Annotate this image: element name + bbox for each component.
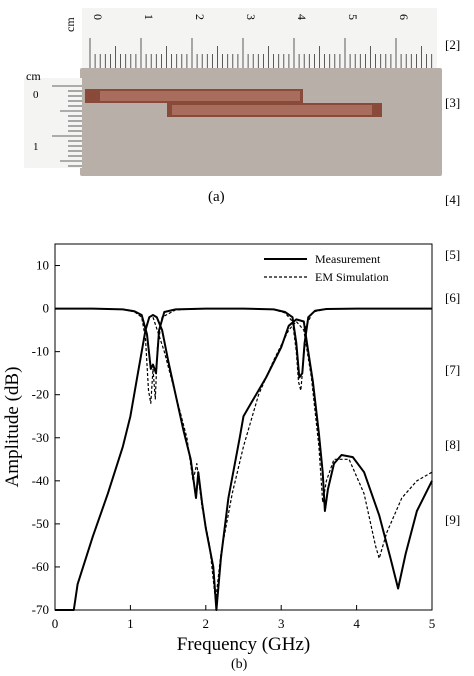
y-axis-label: Amplitude (dB): [2, 367, 23, 488]
legend-label-measurement: Measurement: [315, 252, 381, 266]
y-tick-label: -50: [32, 516, 49, 531]
ruler-top-number: 6: [397, 14, 411, 20]
reference-5: [5]: [445, 247, 461, 262]
measurement-curve-2: [55, 314, 433, 611]
measurement-curve-1: [55, 307, 432, 379]
x-tick-label: 5: [429, 616, 436, 631]
frequency-response-chart: 10 0 -10 -20 -30 -40 -50 -60 -70 0 1 2 3 4 5 Amplitud…: [2, 243, 436, 655]
board: [80, 68, 442, 176]
x-axis-label: Frequency (GHz): [177, 634, 310, 655]
ruler-top-number: 1: [142, 14, 156, 20]
reference-7: [7]: [445, 362, 461, 377]
reference-9: [9]: [445, 512, 461, 527]
ruler-top-number: 2: [193, 14, 207, 20]
y-tick-label: -10: [32, 344, 49, 359]
ruler-top-number: 5: [346, 14, 360, 20]
x-tick-label: 3: [278, 616, 285, 631]
ruler-top-number: 0: [91, 14, 105, 20]
em-simulation-curve-1: [55, 307, 432, 404]
caption-a: (a): [208, 189, 225, 205]
ruler-left-ticks: [52, 85, 82, 167]
reference-4: [4]: [445, 192, 461, 207]
ruler-top: cm 0 1 2 3 4 5 6: [63, 8, 437, 68]
ruler-left-number-0: 0: [33, 89, 39, 101]
caption-b: (b): [231, 657, 248, 672]
filter-photo: cm 0 1 2 3 4 5 6 cm 0 1: [24, 8, 442, 176]
ruler-top-body: [82, 8, 437, 68]
ruler-top-numbers: 0 1 2 3 4 5 6: [91, 14, 411, 20]
ruler-top-number: 4: [295, 14, 309, 20]
series-layer: [55, 307, 433, 611]
y-tick-label: -40: [32, 473, 49, 488]
y-axis-ticks: 10 0 -10 -20 -30 -40 -50 -60 -70: [32, 258, 60, 617]
x-tick-label: 1: [127, 616, 134, 631]
ruler-top-ticks: [89, 38, 433, 68]
ruler-left-unit: cm: [26, 69, 41, 83]
legend-label-em-simulation: EM Simulation: [315, 270, 389, 284]
x-tick-label: 2: [203, 616, 210, 631]
x-tick-label: 0: [52, 616, 59, 631]
y-tick-label: -60: [32, 559, 49, 574]
plot-frame: [54, 243, 433, 611]
trace-lower-inner: [172, 105, 372, 115]
y-tick-label: -30: [32, 430, 49, 445]
ruler-left-body: [24, 78, 82, 168]
y-tick-label: -20: [32, 387, 49, 402]
y-tick-label: 10: [36, 258, 49, 273]
reference-6: [6]: [445, 290, 461, 305]
ruler-left: cm 0 1: [24, 69, 82, 168]
reference-8: [8]: [445, 437, 461, 452]
ruler-top-unit: cm: [63, 17, 77, 32]
pcb-board: [80, 68, 442, 176]
x-axis-ticks: 0 1 2 3 4 5: [52, 605, 436, 631]
ruler-top-number: 3: [244, 14, 258, 20]
legend: Measurement EM Simulation: [264, 252, 389, 284]
y-tick-label: -70: [32, 602, 49, 617]
x-tick-label: 4: [353, 616, 360, 631]
em-simulation-curve-2: [152, 317, 433, 602]
y-tick-label: 0: [43, 301, 50, 316]
trace-upper-inner: [100, 91, 300, 101]
ruler-left-number-1: 1: [33, 141, 39, 153]
